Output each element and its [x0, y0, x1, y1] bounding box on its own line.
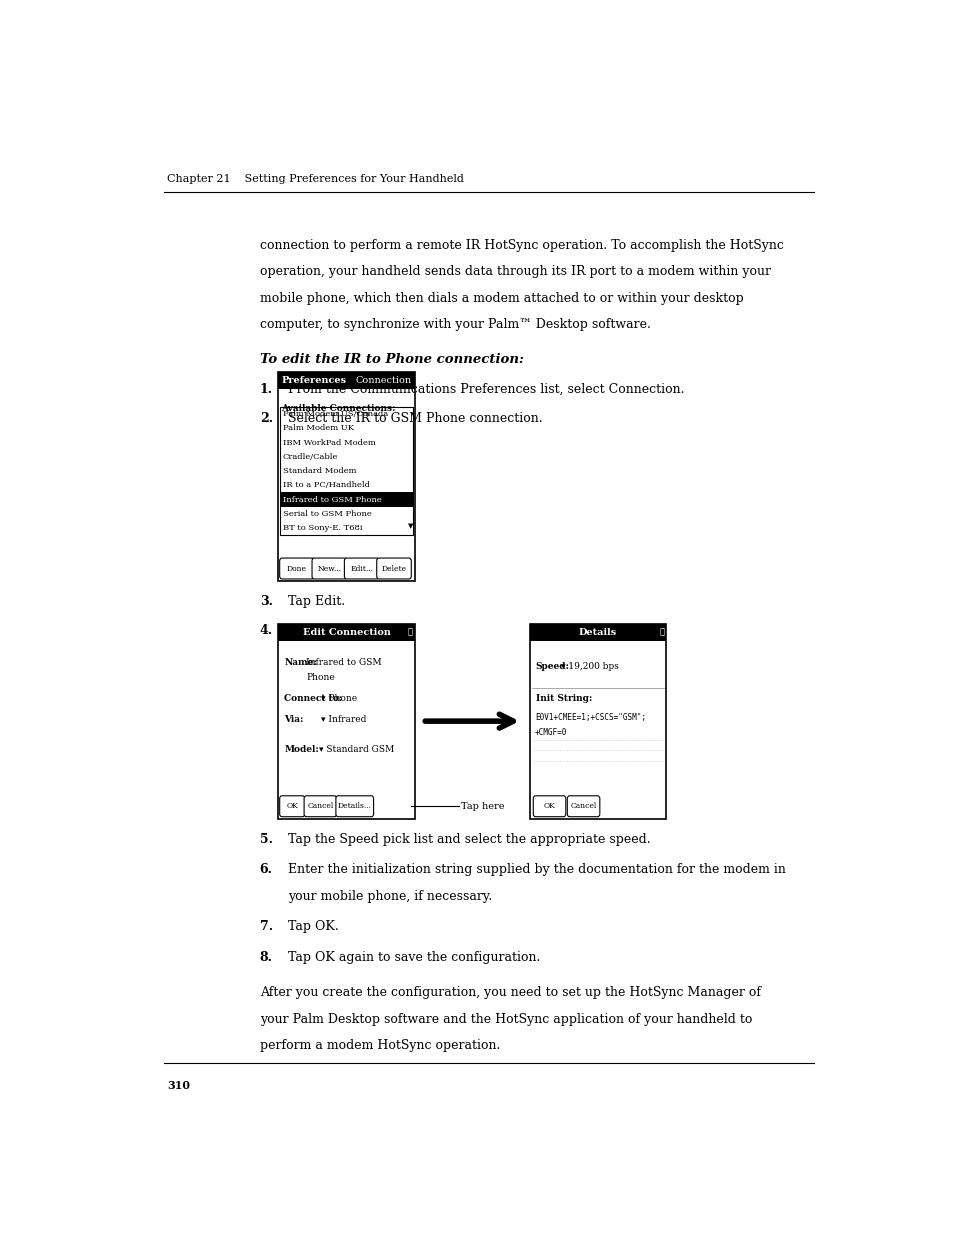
Text: 3.: 3. — [259, 595, 273, 608]
Text: ▾ Infrared: ▾ Infrared — [321, 715, 366, 724]
Text: Enter the initialization string supplied by the documentation for the modem in: Enter the initialization string supplied… — [288, 863, 785, 877]
Text: Available Connections:: Available Connections: — [281, 404, 395, 412]
Text: BT to Sony-E. T68i: BT to Sony-E. T68i — [282, 524, 362, 532]
Text: 8.: 8. — [259, 951, 273, 963]
Text: Cradle/Cable: Cradle/Cable — [282, 453, 337, 461]
Text: Speed:: Speed: — [535, 662, 569, 671]
Text: Phone: Phone — [306, 673, 335, 682]
Text: ▼: ▼ — [407, 522, 413, 529]
FancyBboxPatch shape — [280, 493, 413, 506]
Text: ⓘ: ⓘ — [408, 627, 413, 637]
Text: operation, your handheld sends data through its IR port to a modem within your: operation, your handheld sends data thro… — [259, 266, 770, 278]
Text: ▾ Standard GSM: ▾ Standard GSM — [318, 746, 394, 755]
Text: Connect to:: Connect to: — [284, 694, 342, 703]
Text: Init String:: Init String: — [535, 694, 591, 703]
Text: From the Communications Preferences list, select Connection.: From the Communications Preferences list… — [288, 383, 683, 396]
Text: +CMGF=0: +CMGF=0 — [535, 729, 566, 737]
FancyBboxPatch shape — [529, 624, 665, 641]
FancyBboxPatch shape — [376, 558, 411, 579]
FancyBboxPatch shape — [344, 558, 378, 579]
FancyBboxPatch shape — [312, 558, 346, 579]
Text: connection to perform a remote IR HotSync operation. To accomplish the HotSync: connection to perform a remote IR HotSyn… — [259, 238, 782, 252]
Text: 310: 310 — [167, 1081, 190, 1092]
Text: OK: OK — [543, 803, 555, 810]
Text: To edit the IR to Phone connection:: To edit the IR to Phone connection: — [259, 353, 523, 366]
Text: Tap OK again to save the configuration.: Tap OK again to save the configuration. — [288, 951, 539, 963]
FancyBboxPatch shape — [278, 372, 415, 389]
Text: Palm Modem UK: Palm Modem UK — [282, 425, 354, 432]
Text: Select the IR to GSM Phone connection.: Select the IR to GSM Phone connection. — [288, 411, 542, 425]
Text: 6.: 6. — [259, 863, 273, 877]
Text: Connection: Connection — [355, 375, 411, 385]
Text: Edit Connection: Edit Connection — [302, 627, 390, 637]
Text: Serial to GSM Phone: Serial to GSM Phone — [282, 510, 371, 517]
Text: 5.: 5. — [259, 832, 273, 846]
Text: Edit...: Edit... — [350, 564, 373, 573]
Text: Tap Details.: Tap Details. — [288, 624, 363, 637]
Text: Name:: Name: — [284, 658, 316, 667]
Text: Tap the Speed pick list and select the appropriate speed.: Tap the Speed pick list and select the a… — [288, 832, 650, 846]
FancyBboxPatch shape — [304, 795, 336, 816]
FancyBboxPatch shape — [533, 795, 565, 816]
Text: your mobile phone, if necessary.: your mobile phone, if necessary. — [288, 890, 492, 903]
Text: computer, to synchronize with your Palm™ Desktop software.: computer, to synchronize with your Palm™… — [259, 319, 650, 331]
Text: OK: OK — [286, 803, 298, 810]
FancyBboxPatch shape — [279, 558, 314, 579]
Text: 4.: 4. — [259, 624, 273, 637]
Text: 2.: 2. — [259, 411, 273, 425]
Text: perform a modem HotSync operation.: perform a modem HotSync operation. — [259, 1039, 499, 1052]
FancyBboxPatch shape — [335, 795, 374, 816]
Text: Chapter 21    Setting Preferences for Your Handheld: Chapter 21 Setting Preferences for Your … — [167, 174, 464, 184]
Text: E0V1+CMEE=1;+CSCS="GSM";: E0V1+CMEE=1;+CSCS="GSM"; — [535, 713, 645, 722]
Text: ▾ Phone: ▾ Phone — [321, 694, 356, 703]
Text: ⓘ: ⓘ — [659, 627, 663, 637]
Text: Infrared to GSM: Infrared to GSM — [306, 658, 381, 667]
Text: Infrared to GSM Phone: Infrared to GSM Phone — [282, 495, 381, 504]
Text: ▾ 19,200 bps: ▾ 19,200 bps — [560, 662, 618, 671]
Text: IR to a PC/Handheld: IR to a PC/Handheld — [282, 482, 369, 489]
Text: your Palm Desktop software and the HotSync application of your handheld to: your Palm Desktop software and the HotSy… — [259, 1013, 751, 1025]
Text: Palm Modem US/Canada: Palm Modem US/Canada — [282, 410, 388, 417]
Text: Tap here: Tap here — [460, 802, 504, 810]
Text: 1.: 1. — [259, 383, 273, 396]
Text: Via:: Via: — [284, 715, 303, 724]
FancyBboxPatch shape — [567, 795, 599, 816]
Text: Cancel: Cancel — [570, 803, 596, 810]
Text: Details...: Details... — [337, 803, 372, 810]
Text: Delete: Delete — [381, 564, 406, 573]
Text: 7.: 7. — [259, 920, 273, 934]
Text: Tap OK.: Tap OK. — [288, 920, 338, 934]
Text: mobile phone, which then dials a modem attached to or within your desktop: mobile phone, which then dials a modem a… — [259, 291, 742, 305]
Text: Model:: Model: — [284, 746, 318, 755]
Text: IBM WorkPad Modem: IBM WorkPad Modem — [282, 438, 375, 447]
Text: Done: Done — [287, 564, 307, 573]
Text: Standard Modem: Standard Modem — [282, 467, 355, 475]
Text: Tap Edit.: Tap Edit. — [288, 595, 345, 608]
FancyBboxPatch shape — [279, 795, 305, 816]
Text: After you create the configuration, you need to set up the HotSync Manager of: After you create the configuration, you … — [259, 986, 760, 999]
Text: Cancel: Cancel — [307, 803, 334, 810]
FancyBboxPatch shape — [278, 624, 415, 641]
Text: Preferences: Preferences — [282, 375, 347, 385]
Text: Details: Details — [578, 627, 617, 637]
Text: New...: New... — [317, 564, 341, 573]
